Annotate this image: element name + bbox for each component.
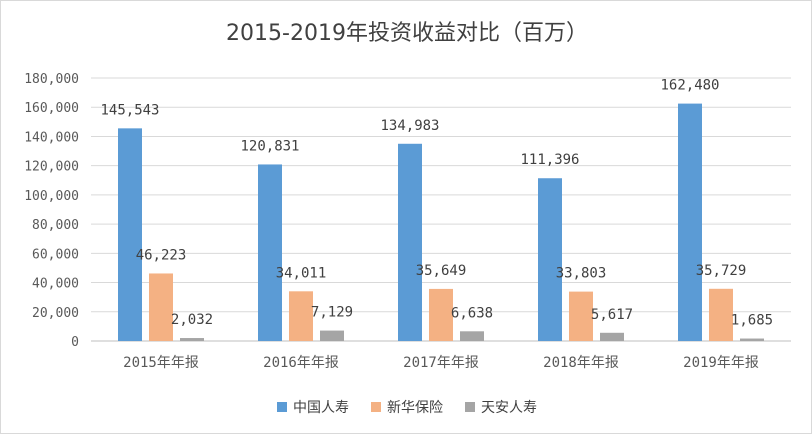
data-label: 145,543 (100, 102, 159, 118)
bar (460, 331, 484, 341)
x-tick-label: 2016年年报 (263, 355, 339, 371)
bar (569, 291, 593, 341)
bar (709, 288, 733, 341)
x-tick-label: 2018年年报 (543, 355, 619, 371)
y-tick-label: 180,000 (24, 72, 79, 87)
legend-swatch-series-2 (465, 402, 475, 412)
bar (149, 273, 173, 341)
y-tick-label: 120,000 (24, 160, 79, 175)
bar (320, 330, 344, 341)
legend-item-series-1: 新华保险 (371, 397, 443, 417)
y-tick-label: 100,000 (24, 189, 79, 204)
y-tick-label: 80,000 (32, 218, 79, 233)
data-label: 33,803 (556, 266, 607, 282)
legend: 中国人寿 新华保险 天安人寿 (1, 397, 812, 417)
data-label: 162,480 (660, 78, 719, 94)
data-label: 120,831 (240, 138, 299, 154)
chart-title: 2015-2019年投资收益对比（百万） (226, 21, 588, 46)
x-tick-label: 2015年年报 (123, 355, 199, 371)
data-label: 35,729 (696, 263, 747, 279)
bar (258, 164, 282, 341)
data-label: 7,129 (311, 305, 353, 321)
legend-swatch-series-0 (277, 402, 287, 412)
legend-label-series-1: 新华保险 (387, 400, 443, 416)
data-label: 111,396 (520, 152, 579, 168)
x-tick-label: 2019年年报 (683, 355, 759, 371)
y-tick-label: 0 (71, 335, 79, 350)
data-label: 1,685 (731, 313, 773, 329)
data-label: 2,032 (171, 312, 213, 328)
data-label: 134,983 (380, 118, 439, 134)
legend-label-series-2: 天安人寿 (481, 400, 537, 416)
bar (398, 143, 422, 341)
legend-swatch-series-1 (371, 402, 381, 412)
bar (740, 338, 764, 341)
y-tick-label: 160,000 (24, 101, 79, 116)
bar (678, 103, 702, 341)
legend-item-series-2: 天安人寿 (465, 397, 537, 417)
legend-label-series-0: 中国人寿 (293, 400, 349, 416)
y-tick-label: 40,000 (32, 277, 79, 292)
y-tick-label: 60,000 (32, 247, 79, 262)
data-label: 34,011 (276, 265, 327, 281)
data-label: 5,617 (591, 307, 633, 323)
data-label: 35,649 (416, 263, 467, 279)
x-tick-label: 2017年年报 (403, 355, 479, 371)
y-tick-label: 20,000 (32, 306, 79, 321)
bar (180, 338, 204, 341)
legend-item-series-0: 中国人寿 (277, 397, 349, 417)
bar (289, 291, 313, 341)
bar (538, 178, 562, 341)
y-tick-label: 140,000 (24, 130, 79, 145)
bar (118, 128, 142, 341)
bar (600, 332, 624, 341)
data-label: 6,638 (451, 305, 493, 321)
bar (429, 288, 453, 341)
data-label: 46,223 (136, 247, 187, 263)
